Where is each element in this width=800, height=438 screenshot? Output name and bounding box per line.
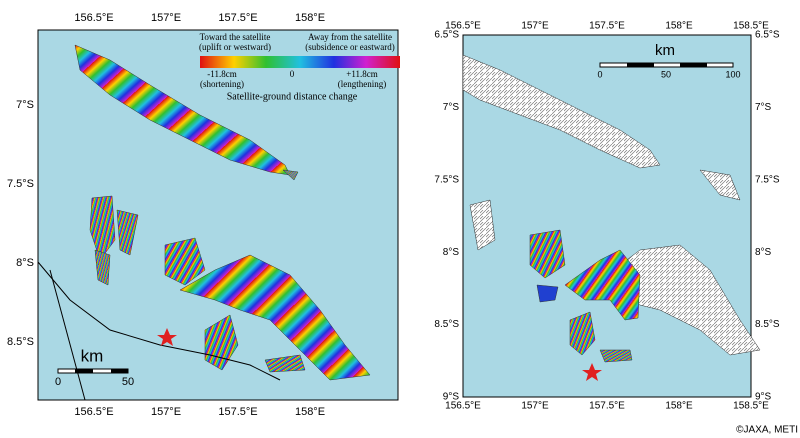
x-tick-label: 156.5°E <box>445 21 481 32</box>
x-tick-label: 158°E <box>665 401 693 412</box>
credit: ©JAXA, METI <box>736 425 798 436</box>
x-tick-label: 158°E <box>665 21 693 32</box>
scale-unit: km <box>655 42 675 59</box>
x-tick-label: 157.5°E <box>589 21 625 32</box>
epicenter-star <box>157 328 177 346</box>
x-tick-label: 158.5°E <box>733 21 769 32</box>
x-tick-label: 157.5°E <box>589 401 625 412</box>
y-tick-label: 7°S <box>16 99 34 111</box>
y-tick-label: 9°S <box>443 392 460 403</box>
y-tick-label: 8°S <box>16 257 34 269</box>
legend-text: (uplift or westward) <box>199 42 271 52</box>
x-tick-label: 156.5°E <box>74 12 113 24</box>
scale-label: 50 <box>122 376 134 388</box>
scale-label: 50 <box>661 69 671 79</box>
legend-text: +11.8cm <box>346 69 378 79</box>
legend-text: -11.8cm <box>207 69 236 79</box>
y-tick-label: 8.5°S <box>434 319 459 330</box>
x-tick-label: 158°E <box>295 406 325 418</box>
legend-text: (subsidence or eastward) <box>305 42 394 52</box>
y-tick-label: 8°S <box>755 247 772 258</box>
y-tick-label: 7.5°S <box>434 174 459 185</box>
x-tick-label: 156.5°E <box>445 401 481 412</box>
x-tick-label: 157°E <box>521 401 549 412</box>
legend-text: (shortening) <box>200 79 244 89</box>
right-islands <box>462 54 761 363</box>
legend-text: Toward the satellite <box>200 32 271 42</box>
legend-text: 0 <box>290 69 295 79</box>
x-tick-label: 157.5°E <box>218 406 257 418</box>
epicenter-star <box>582 363 602 381</box>
scale-bar <box>57 368 129 374</box>
legend-text: Away from the satellite <box>308 32 392 42</box>
x-tick-label: 157°E <box>521 21 549 32</box>
legend-caption: Satellite-ground distance change <box>227 91 358 102</box>
y-tick-label: 7.5°S <box>7 178 34 190</box>
scale-label: 100 <box>725 69 740 79</box>
scale-label: 0 <box>55 376 61 388</box>
fault-line <box>49 269 86 401</box>
y-tick-label: 8.5°S <box>7 336 34 348</box>
x-tick-label: 156.5°E <box>74 406 113 418</box>
x-tick-label: 157°E <box>151 12 181 24</box>
scale-bar <box>599 62 734 68</box>
scale-unit: km <box>81 346 104 365</box>
y-tick-label: 7°S <box>443 102 460 113</box>
y-tick-label: 8°S <box>443 247 460 258</box>
x-tick-label: 157.5°E <box>218 12 257 24</box>
x-tick-label: 158.5°E <box>733 401 769 412</box>
y-tick-label: 7°S <box>755 102 772 113</box>
color-scale <box>200 56 400 68</box>
trench-line <box>37 261 281 381</box>
y-tick-label: 9°S <box>755 392 772 403</box>
x-tick-label: 158°E <box>295 12 325 24</box>
y-tick-label: 8.5°S <box>755 319 780 330</box>
scale-label: 0 <box>597 69 602 79</box>
y-tick-label: 6.5°S <box>434 30 459 41</box>
left-islands <box>74 44 371 381</box>
x-tick-label: 157°E <box>151 406 181 418</box>
y-tick-label: 6.5°S <box>755 30 780 41</box>
legend-text: (lengthening) <box>338 79 387 89</box>
y-tick-label: 7.5°S <box>755 174 780 185</box>
